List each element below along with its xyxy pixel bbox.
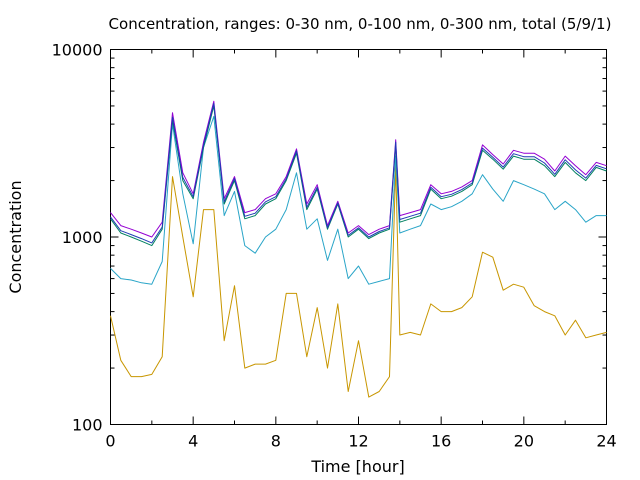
y-tick-label: 10000 bbox=[52, 41, 103, 60]
y-axis-title: Concentration bbox=[6, 180, 25, 293]
series-line-4 bbox=[110, 100, 607, 238]
chart-title: Concentration, ranges: 0-30 nm, 0-100 nm… bbox=[109, 15, 612, 33]
x-tick-label: 0 bbox=[105, 432, 115, 451]
tick-labels: 0 4 8 12 16 20 24 100 1000 10000 bbox=[52, 41, 617, 451]
x-tick-label: 24 bbox=[596, 432, 616, 451]
x-tick-label: 12 bbox=[348, 432, 368, 451]
series-line-3 bbox=[110, 105, 607, 247]
y-tick-label: 1000 bbox=[62, 228, 103, 247]
series-line-5 bbox=[110, 103, 607, 244]
x-tick-label: 8 bbox=[271, 432, 281, 451]
series-lines bbox=[110, 100, 607, 398]
axis-ticks bbox=[110, 49, 607, 425]
x-tick-label: 20 bbox=[514, 432, 534, 451]
y-tick-label: 100 bbox=[72, 416, 103, 435]
plot-frame bbox=[110, 49, 607, 425]
x-tick-label: 16 bbox=[431, 432, 451, 451]
series-line-1 bbox=[110, 165, 607, 398]
x-axis-title: Time [hour] bbox=[310, 457, 404, 476]
series-line-2 bbox=[110, 115, 607, 285]
x-tick-label: 4 bbox=[188, 432, 198, 451]
